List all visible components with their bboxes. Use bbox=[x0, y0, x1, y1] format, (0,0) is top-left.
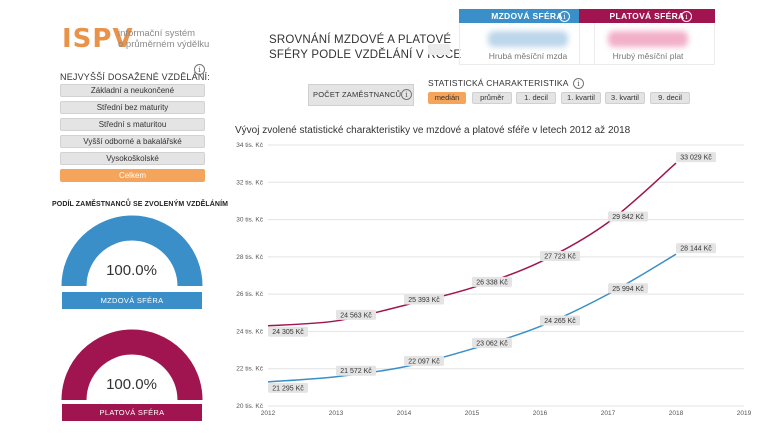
salary-series-line bbox=[267, 162, 677, 327]
year-value bbox=[428, 44, 450, 55]
info-icon[interactable]: i bbox=[401, 89, 412, 100]
wage-data-label: 23 062 Kč bbox=[476, 340, 508, 347]
x-tick-label: 2014 bbox=[397, 410, 412, 417]
page-title-line1: SROVNÁNÍ MZDOVÉ A PLATOVÉ bbox=[269, 34, 452, 46]
logo-subtitle: informační systém o průměrném výdělku bbox=[118, 28, 218, 50]
wage-gauge-fill bbox=[61, 215, 203, 287]
stat-option[interactable]: 1. decil bbox=[516, 92, 556, 104]
salary-gauge bbox=[61, 329, 203, 401]
logo-subtitle-line2: o průměrném výdělku bbox=[118, 39, 210, 50]
y-tick-label: 20 tis. Kč bbox=[236, 403, 263, 410]
education-option[interactable]: Střední bez maturity bbox=[60, 101, 205, 114]
salary-data-label-bg bbox=[608, 211, 648, 222]
salary-data-label: 29 842 Kč bbox=[612, 214, 644, 221]
salary-data-label: 27 723 Kč bbox=[544, 254, 576, 261]
wage-share-value: 100.0% bbox=[106, 262, 157, 279]
stat-title: STATISTICKÁ CHARAKTERISTIKA bbox=[428, 78, 569, 88]
page-title: SROVNÁNÍ MZDOVÉ A PLATOVÉ SFÉRY PODLE VZ… bbox=[269, 33, 461, 63]
x-tick-label: 2013 bbox=[329, 410, 344, 417]
wage-gauge bbox=[61, 215, 203, 287]
salary-data-label: 24 305 Kč bbox=[272, 329, 304, 336]
info-icon[interactable]: i bbox=[194, 64, 205, 75]
salary-sphere-label: PLATOVÁ SFÉRA bbox=[62, 404, 202, 421]
share-title: PODÍL ZAMĚSTNANCŮ SE ZVOLENÝM VZDĚLÁNÍM bbox=[52, 201, 229, 208]
wage-data-label: 21 572 Kč bbox=[340, 368, 372, 375]
wage-data-label-bg bbox=[404, 355, 444, 366]
y-tick-label: 24 tis. Kč bbox=[236, 328, 263, 335]
stat-option[interactable]: 9. decil bbox=[650, 92, 690, 104]
x-tick-label: 2017 bbox=[601, 410, 616, 417]
logo-subtitle-line1: informační systém bbox=[118, 28, 196, 39]
wage-data-label: 21 295 Kč bbox=[272, 385, 304, 392]
salary-card-footer: Hrubý měsíční plat bbox=[612, 51, 684, 61]
salary-share-value: 100.0% bbox=[106, 376, 157, 393]
x-tick-label: 2012 bbox=[261, 410, 276, 417]
education-option[interactable]: Vysokoškolské bbox=[60, 152, 205, 165]
employee-count-button[interactable]: POČET ZAMĚSTNANCŮ bbox=[308, 84, 414, 106]
page-title-line2: SFÉRY PODLE VZDĚLÁNÍ V ROCE bbox=[269, 49, 462, 61]
wage-data-label: 22 097 Kč bbox=[408, 358, 440, 365]
ispv-logo: ISPV bbox=[62, 24, 134, 54]
x-tick-label: 2015 bbox=[465, 410, 480, 417]
wage-data-label: 24 265 Kč bbox=[544, 318, 576, 325]
salary-value-blurred bbox=[608, 31, 688, 47]
wage-data-label: 25 994 Kč bbox=[612, 286, 644, 293]
salary-data-label: 26 338 Kč bbox=[476, 279, 508, 286]
salary-gauge-fill bbox=[61, 329, 203, 401]
salary-data-label: 33 029 Kč bbox=[680, 155, 712, 162]
stat-option[interactable]: průměr bbox=[472, 92, 512, 104]
education-option[interactable]: Základní a neukončené bbox=[60, 84, 205, 97]
stat-option[interactable]: medián bbox=[428, 92, 466, 104]
info-icon[interactable]: i bbox=[559, 11, 570, 22]
salary-data-label-bg bbox=[540, 251, 580, 262]
salary-card: PLATOVÁ SFÉRA i Hrubý měsíční plat bbox=[579, 9, 715, 65]
wage-data-label-bg bbox=[472, 337, 512, 348]
salary-data-label: 25 393 Kč bbox=[408, 297, 440, 304]
wage-data-label-bg bbox=[336, 365, 376, 376]
wage-data-label-bg bbox=[676, 243, 716, 254]
wage-data-label-bg bbox=[268, 382, 308, 393]
stat-option[interactable]: 3. kvartil bbox=[605, 92, 645, 104]
y-tick-label: 28 tis. Kč bbox=[236, 254, 263, 261]
wage-series-line bbox=[267, 253, 677, 383]
stat-option[interactable]: 1. kvartil bbox=[561, 92, 601, 104]
salary-card-body: Hrubý měsíční plat bbox=[579, 23, 715, 65]
y-tick-label: 32 tis. Kč bbox=[236, 179, 263, 186]
y-tick-label: 22 tis. Kč bbox=[236, 366, 263, 373]
wage-data-label-bg bbox=[540, 315, 580, 326]
wage-data-label: 28 144 Kč bbox=[680, 246, 712, 253]
wage-card-title: MZDOVÁ SFÉRA bbox=[459, 9, 595, 23]
education-option[interactable]: Celkem bbox=[60, 169, 205, 182]
x-tick-label: 2018 bbox=[669, 410, 684, 417]
education-option[interactable]: Střední s maturitou bbox=[60, 118, 205, 131]
y-tick-label: 34 tis. Kč bbox=[236, 142, 263, 149]
salary-data-label: 24 563 Kč bbox=[340, 312, 372, 319]
x-tick-label: 2019 bbox=[737, 410, 752, 417]
x-tick-label: 2016 bbox=[533, 410, 548, 417]
wage-card: MZDOVÁ SFÉRA i Hrubá měsíční mzda bbox=[459, 9, 595, 65]
wage-card-body: Hrubá měsíční mzda bbox=[459, 23, 595, 65]
y-tick-label: 30 tis. Kč bbox=[236, 217, 263, 224]
y-tick-label: 26 tis. Kč bbox=[236, 291, 263, 298]
line-chart: 20 tis. Kč 22 tis. Kč 24 tis. Kč 26 tis. Kč… bbox=[236, 142, 752, 417]
education-option[interactable]: Vyšší odborné a bakalářské bbox=[60, 135, 205, 148]
salary-data-label-bg bbox=[472, 276, 512, 287]
chart-title: Vývoj zvolené statistické charakteristik… bbox=[235, 125, 631, 136]
salary-data-label-bg bbox=[676, 152, 716, 163]
wage-card-footer: Hrubá měsíční mzda bbox=[488, 51, 568, 61]
info-icon[interactable]: i bbox=[681, 11, 692, 22]
salary-data-label-bg bbox=[336, 309, 376, 320]
info-icon[interactable]: i bbox=[573, 78, 584, 89]
education-title: NEJVYŠŠÍ DOSAŽENÉ VZDĚLÁNÍ: bbox=[60, 72, 210, 82]
salary-data-label-bg bbox=[404, 294, 444, 305]
salary-data-label-bg bbox=[268, 326, 308, 337]
wage-data-label-bg bbox=[608, 283, 648, 294]
wage-sphere-label: MZDOVÁ SFÉRA bbox=[62, 292, 202, 309]
wage-value-blurred bbox=[488, 31, 568, 47]
salary-card-title: PLATOVÁ SFÉRA bbox=[579, 9, 715, 23]
